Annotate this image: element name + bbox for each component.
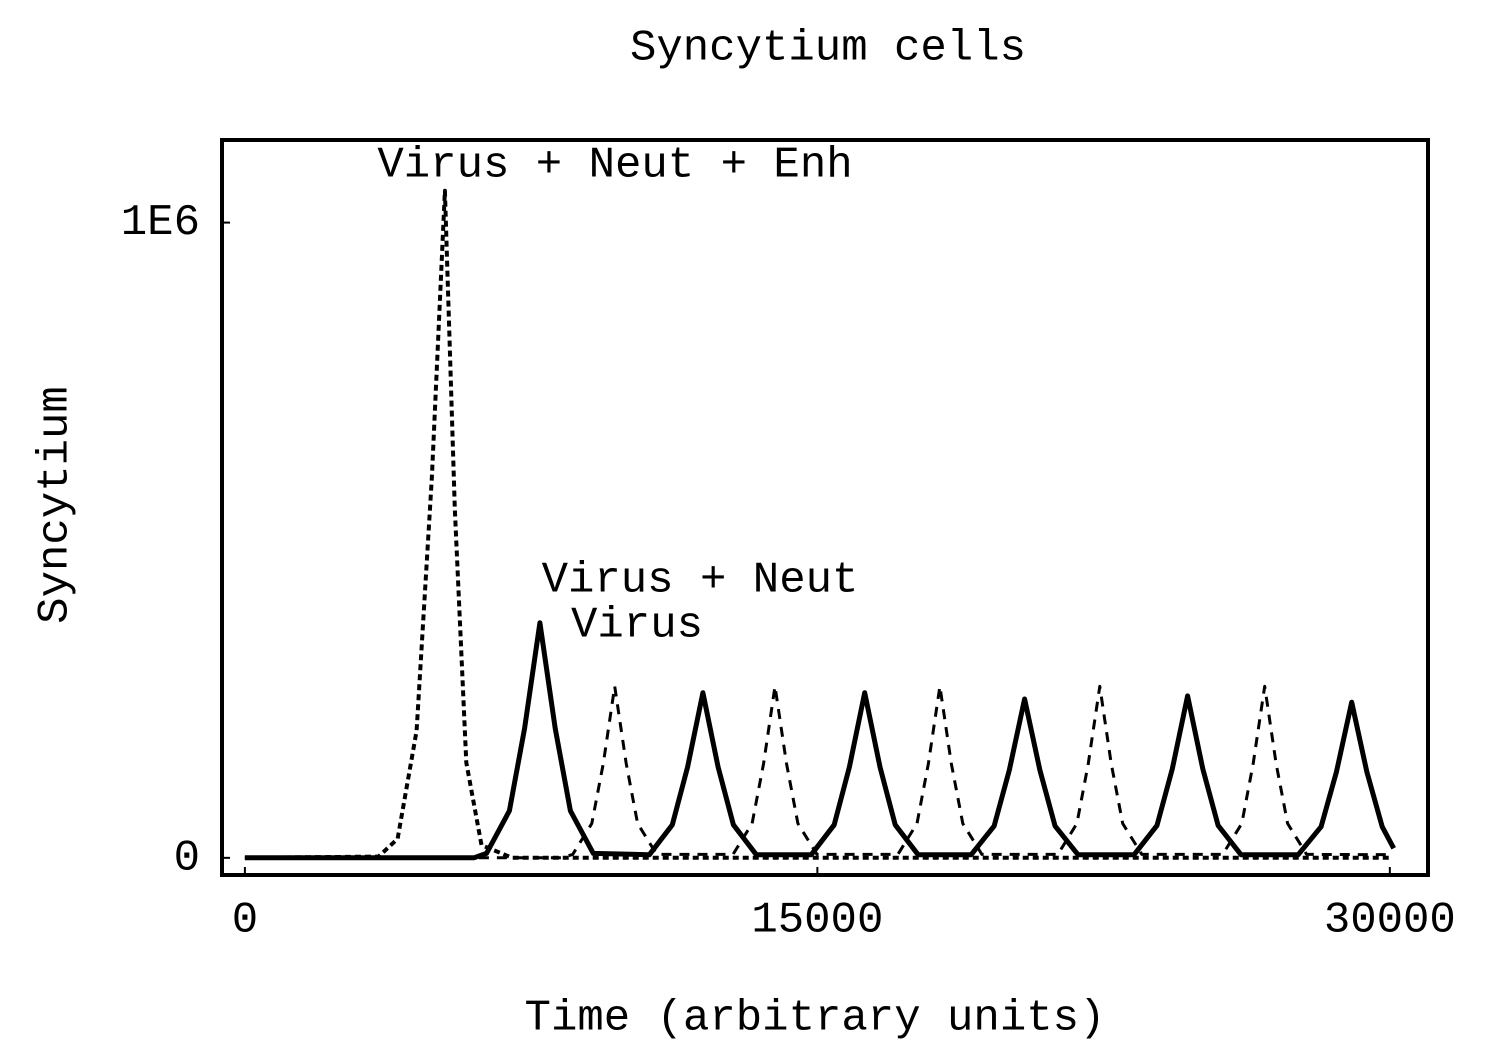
- x-tick-label: 0: [232, 896, 258, 946]
- y-axis-label: Syncytium: [31, 386, 81, 624]
- series-line: [244, 620, 1396, 861]
- series-line: [244, 188, 1390, 860]
- series-label: Virus + Neut + Enh: [377, 141, 852, 191]
- x-axis-label: Time (arbitrary units): [525, 994, 1106, 1044]
- chart-title: Syncytium cells: [630, 24, 1026, 74]
- x-tick-label: 30000: [1324, 896, 1456, 946]
- y-tick-label: 0: [174, 833, 200, 883]
- series-line: [244, 684, 1390, 860]
- series-label: Virus + Neut: [542, 556, 859, 606]
- series-label: Virus: [571, 601, 703, 651]
- x-tick-label: 15000: [751, 896, 883, 946]
- plot-frame: [220, 138, 1430, 877]
- y-tick-label: 1E6: [121, 198, 200, 248]
